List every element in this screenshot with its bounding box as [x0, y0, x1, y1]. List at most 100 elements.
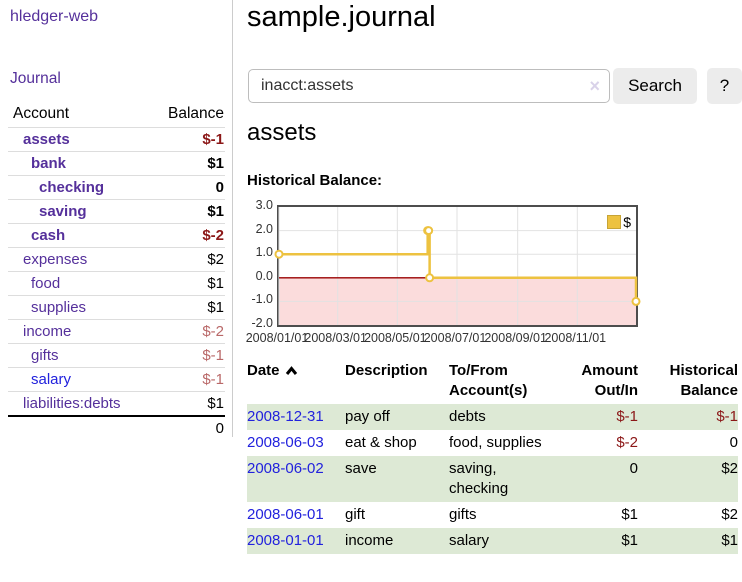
account-row: gifts $-1: [8, 343, 225, 368]
transaction-balance: $2: [721, 506, 738, 523]
chart-canvas: [274, 207, 641, 325]
account-link[interactable]: supplies: [31, 299, 87, 316]
x-axis-tick-label: 2008/09/01: [484, 331, 547, 345]
register-header-row: Date Description To/From Account(s) Amou…: [247, 358, 738, 404]
transaction-accounts: salary: [449, 532, 490, 549]
sidebar: hledger-web Journal Account Balance asse…: [0, 0, 233, 440]
transaction-description: income: [345, 532, 394, 549]
register-table: Date Description To/From Account(s) Amou…: [247, 358, 738, 554]
account-balance: $2: [152, 247, 225, 272]
chart-plot-area[interactable]: $: [274, 205, 641, 327]
account-row: saving $1: [8, 199, 225, 224]
search-row: × Search ?: [247, 68, 742, 104]
x-axis-tick-label: 2008/01/01: [245, 331, 309, 345]
search-box: ×: [248, 69, 610, 103]
account-link[interactable]: expenses: [23, 251, 88, 268]
account-balance: $1: [152, 151, 225, 176]
x-axis-tick-label: 2008/03/01: [304, 331, 367, 345]
account-link[interactable]: assets: [23, 131, 70, 148]
account-balance: $1: [152, 295, 225, 320]
account-balance: $-2: [152, 223, 225, 248]
nav-journal-link[interactable]: Journal: [10, 70, 61, 87]
transaction-accounts: saving, checking: [449, 460, 509, 497]
chart-legend: $: [607, 214, 631, 230]
main-content: sample.journal × Search ? assets Histori…: [246, 0, 742, 582]
y-axis-tick-label: 1.0: [255, 245, 273, 260]
account-link[interactable]: gifts: [31, 347, 59, 364]
transaction-date-link[interactable]: 2008-06-03: [247, 434, 324, 451]
account-balance: $-1: [152, 367, 225, 392]
transaction-description: gift: [345, 506, 366, 523]
balance-column-header: Historical Balance: [669, 362, 738, 399]
accounts-total-row: 0: [8, 415, 225, 440]
accounts-column-header: To/From Account(s): [449, 362, 528, 399]
transaction-accounts: debts: [449, 408, 486, 425]
description-column-header: Description: [345, 362, 428, 379]
clear-search-icon[interactable]: ×: [589, 76, 600, 96]
accounts-total-value: 0: [152, 415, 225, 440]
legend-swatch-icon: [607, 215, 622, 229]
transaction-balance: 0: [729, 434, 738, 451]
historical-balance-chart[interactable]: $ 3.0 2.0 1.0 0.0 -1.0 -2.0 2008/01/01 2008/03/…: [246, 198, 707, 348]
transaction-date-link[interactable]: 2008-06-01: [247, 506, 324, 523]
transaction-description: save: [345, 460, 377, 477]
search-input[interactable]: [261, 77, 576, 95]
transaction-row: 2008-06-02 save saving, checking 0 $2: [247, 456, 738, 502]
account-balance: 0: [152, 175, 225, 200]
search-button[interactable]: Search: [613, 68, 697, 104]
account-row: salary $-1: [8, 367, 225, 392]
app-title-link[interactable]: hledger-web: [10, 8, 99, 25]
accounts-balance-table: Account Balance assets $-1 bank $1 checking 0…: [8, 100, 225, 440]
date-column-header[interactable]: Date: [247, 358, 345, 404]
account-row: liabilities:debts $1: [8, 391, 225, 416]
transaction-amount: $-2: [616, 434, 638, 451]
account-row: supplies $1: [8, 295, 225, 320]
account-balance: $1: [152, 391, 225, 416]
account-link[interactable]: checking: [39, 179, 105, 196]
help-button[interactable]: ?: [707, 68, 742, 104]
transaction-accounts: gifts: [449, 506, 477, 523]
transaction-amount: $-1: [616, 408, 638, 425]
y-axis-tick-label: -1.0: [251, 292, 273, 307]
account-row: cash $-2: [8, 223, 225, 248]
account-row: checking 0: [8, 175, 225, 200]
transaction-description: eat & shop: [345, 434, 417, 451]
y-axis-tick-label: 3.0: [255, 198, 273, 212]
account-link[interactable]: liabilities:debts: [23, 395, 121, 412]
transaction-date-link[interactable]: 2008-12-31: [247, 408, 324, 425]
transaction-row: 2008-06-03 eat & shop food, supplies $-2 0: [247, 430, 738, 456]
transaction-row: 2008-12-31 pay off debts $-1 $-1: [247, 404, 738, 430]
account-balance: $-2: [152, 319, 225, 344]
account-link[interactable]: saving: [39, 203, 87, 220]
x-axis-tick-label: 2008/05/01: [364, 331, 427, 345]
account-link[interactable]: bank: [31, 155, 67, 172]
transaction-accounts: food, supplies: [449, 434, 542, 451]
legend-label: $: [623, 214, 631, 230]
account-link[interactable]: cash: [31, 227, 66, 244]
account-row: food $1: [8, 271, 225, 296]
transaction-date-link[interactable]: 2008-01-01: [247, 532, 324, 549]
page-title: sample.journal: [247, 1, 436, 33]
account-row: assets $-1: [8, 127, 225, 152]
transaction-amount: 0: [629, 460, 638, 477]
x-axis-tick-label: 2008/11/01: [544, 331, 607, 345]
transaction-date-link[interactable]: 2008-06-02: [247, 460, 324, 477]
transaction-description: pay off: [345, 408, 390, 425]
transaction-amount: $1: [621, 506, 638, 523]
account-heading: assets: [247, 119, 317, 146]
account-row: income $-2: [8, 319, 225, 344]
transaction-balance: $2: [721, 460, 738, 477]
chart-label: Historical Balance:: [247, 172, 383, 189]
account-row: bank $1: [8, 151, 225, 176]
account-link[interactable]: food: [31, 275, 61, 292]
x-axis-tick-label: 2008/07/01: [423, 331, 487, 345]
account-balance: $1: [152, 271, 225, 296]
account-balance: $-1: [152, 127, 225, 152]
account-balance: $-1: [152, 343, 225, 368]
y-axis-tick-label: 2.0: [255, 221, 273, 236]
account-link[interactable]: income: [23, 323, 72, 340]
transaction-row: 2008-01-01 income salary $1 $1: [247, 528, 738, 554]
account-link[interactable]: salary: [31, 371, 72, 388]
accounts-table-header: Account Balance: [8, 100, 225, 128]
account-column-header: Account: [13, 104, 70, 122]
